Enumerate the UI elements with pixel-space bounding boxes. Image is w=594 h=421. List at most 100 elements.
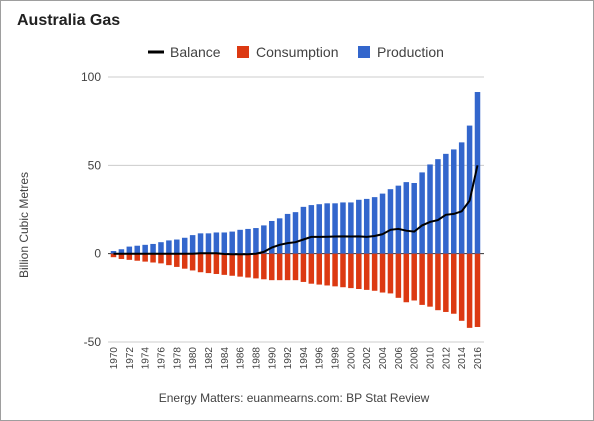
consumption-bar <box>427 253 433 307</box>
legend-label: Production <box>377 44 444 60</box>
consumption-bar <box>126 253 133 260</box>
consumption-bar <box>134 253 140 261</box>
consumption-bar <box>348 253 354 289</box>
legend-swatch <box>237 46 249 58</box>
consumption-bar <box>300 253 307 282</box>
production-bar <box>245 228 251 254</box>
production-bar <box>237 229 243 254</box>
legend-label: Balance <box>170 44 221 60</box>
x-tick-label: 2014 <box>457 347 468 370</box>
production-bar <box>419 172 425 254</box>
legend-label: Consumption <box>256 44 339 60</box>
consumption-bar <box>356 253 362 289</box>
production-bar <box>443 153 449 254</box>
production-bar <box>348 202 354 254</box>
consumption-bar <box>269 253 275 281</box>
production-bar <box>395 185 402 254</box>
production-bar <box>292 212 299 254</box>
production-bar <box>134 245 140 254</box>
production-bar <box>308 205 315 254</box>
consumption-bar <box>110 253 117 258</box>
production-bar <box>474 92 481 254</box>
x-tick-label: 2000 <box>346 347 357 370</box>
production-bar <box>332 203 338 254</box>
consumption-bar <box>284 253 291 281</box>
production-bar <box>253 228 259 254</box>
y-tick-label: 50 <box>88 158 102 172</box>
production-bar <box>363 198 370 254</box>
axis-layer: -50 0 50 100 1970 1972 1974 1976 1978 1980 1982 198… <box>81 70 484 369</box>
production-bar <box>261 225 267 254</box>
x-tick-label: 1984 <box>220 347 231 370</box>
consumption-bar <box>150 253 156 263</box>
consumption-bar <box>181 253 188 269</box>
consumption-bar <box>197 253 204 273</box>
x-tick-label: 1982 <box>204 347 215 370</box>
x-tick-label: 1990 <box>267 347 278 370</box>
production-bar <box>126 246 133 254</box>
production-bar <box>403 182 410 254</box>
production-bar <box>427 164 433 254</box>
y-tick-label: 100 <box>81 70 101 84</box>
x-tick-label: 1978 <box>172 347 183 370</box>
consumption-bar <box>189 253 196 271</box>
x-tick-label: 1980 <box>188 347 199 370</box>
legend-item-production: Production <box>358 44 444 60</box>
x-tick-label: 1996 <box>315 347 326 370</box>
legend-swatch <box>358 46 370 58</box>
consumption-bar <box>363 253 370 290</box>
consumption-bar <box>142 253 148 262</box>
production-bar <box>181 237 188 254</box>
production-bar <box>118 249 125 254</box>
production-bar <box>110 251 117 254</box>
consumption-bar <box>435 253 441 311</box>
consumption-bar <box>474 253 481 327</box>
x-tick-label: 2006 <box>394 347 405 370</box>
consumption-bar <box>371 253 378 291</box>
production-bar <box>356 199 362 254</box>
consumption-bar <box>292 253 299 281</box>
x-tick-label: 2010 <box>426 347 437 370</box>
production-bar <box>269 220 275 254</box>
production-bar <box>205 233 212 254</box>
legend: Balance Consumption Production <box>148 44 444 60</box>
consumption-bar <box>466 253 473 328</box>
consumption-bar <box>403 253 410 303</box>
legend-item-balance: Balance <box>148 44 221 60</box>
x-tick-label: 1976 <box>157 347 168 370</box>
x-tick-label: 2002 <box>362 347 373 370</box>
consumption-bar <box>237 253 243 277</box>
consumption-bar <box>332 253 338 287</box>
x-tick-label: 2008 <box>410 347 421 370</box>
x-tick-label: 1986 <box>236 347 247 370</box>
production-bar <box>451 149 457 254</box>
production-bar <box>435 159 441 254</box>
production-bar <box>213 232 220 254</box>
x-tick-label: 1998 <box>331 347 342 370</box>
consumption-bar <box>451 253 457 314</box>
consumption-bar <box>229 253 235 276</box>
x-tick-label: 1992 <box>283 347 294 370</box>
production-bar <box>324 203 330 254</box>
line-layer <box>113 165 479 256</box>
consumption-bar <box>213 253 220 274</box>
production-bar <box>340 202 346 254</box>
x-tick-label: 1972 <box>125 347 136 370</box>
consumption-bar <box>276 253 283 281</box>
x-tick-label: 1974 <box>141 347 152 370</box>
consumption-bar <box>174 253 180 267</box>
consumption-bar <box>158 253 164 264</box>
y-axis-label: Billion Cubic Metres <box>17 172 31 278</box>
consumption-bar <box>261 253 267 280</box>
y-tick-label: -50 <box>84 335 102 349</box>
production-bar <box>197 233 204 254</box>
consumption-bar <box>411 253 417 301</box>
consumption-bar <box>166 253 172 266</box>
consumption-bar <box>340 253 346 288</box>
consumption-bar <box>395 253 402 298</box>
production-bar <box>166 240 172 254</box>
x-tick-label: 1994 <box>299 347 310 370</box>
production-bar <box>276 218 283 254</box>
